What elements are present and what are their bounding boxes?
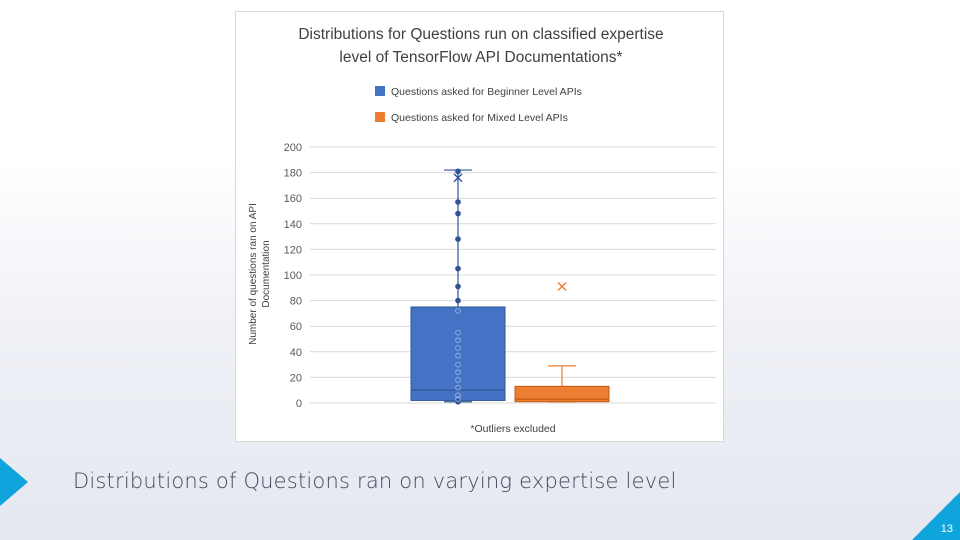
y-tick-label-140: 140: [284, 219, 302, 231]
data-point-0-2: [455, 392, 461, 399]
y-tick-label-160: 160: [284, 193, 302, 205]
y-axis-label-line-2: Documentation: [261, 240, 272, 307]
slide-caption: Distributions of Questions ran on varyin…: [73, 469, 677, 493]
data-point-0-14: [455, 265, 461, 272]
accent-triangle-corner: [912, 492, 960, 540]
data-point-0-6: [455, 361, 461, 368]
data-point-0-13: [455, 283, 461, 290]
gridlines: [310, 146, 716, 404]
legend-swatch-mixed: [375, 112, 385, 122]
accent-triangle-left: [0, 458, 28, 506]
chart-title-line-2: level of TensorFlow API Documentations*: [339, 49, 622, 66]
y-tick-label-100: 100: [284, 270, 302, 282]
boxes: [410, 168, 610, 405]
box-0: [410, 306, 506, 401]
legend: Questions asked for Beginner Level APIs …: [375, 86, 582, 124]
box-1: [514, 385, 610, 403]
y-tick-label-80: 80: [290, 296, 302, 308]
y-tick-label-40: 40: [290, 347, 302, 359]
data-point-0-18: [455, 168, 461, 175]
legend-swatch-beginner: [375, 86, 385, 96]
data-point-0-16: [455, 210, 461, 217]
mean-marker-b-0: [453, 173, 463, 183]
legend-label-mixed: Questions asked for Mixed Level APIs: [391, 112, 568, 124]
mean-marker-b-1: [557, 282, 567, 292]
data-point-0-5: [455, 369, 461, 376]
box-series-1: [514, 282, 610, 403]
data-point-0-9: [455, 337, 461, 344]
y-axis-label-line-1: Number of questions ran on API: [248, 203, 259, 345]
y-tick-label-20: 20: [290, 372, 302, 384]
data-point-0-10: [455, 329, 461, 336]
legend-label-beginner: Questions asked for Beginner Level APIs: [391, 86, 582, 98]
y-tick-label-180: 180: [284, 168, 302, 180]
y-tick-label-0: 0: [296, 398, 302, 410]
page-number: 13: [940, 523, 953, 535]
box-plot-chart: Distributions for Questions run on class…: [248, 26, 716, 435]
data-point-0-15: [455, 236, 461, 243]
data-point-0-11: [455, 307, 461, 314]
data-point-0-8: [455, 345, 461, 351]
data-point-0-3: [455, 384, 461, 391]
y-tick-label-120: 120: [284, 244, 302, 256]
y-tick-labels: 0 20 40 60 80 100 120 140 160 180 200: [284, 142, 302, 410]
chart-title-line-1: Distributions for Questions run on class…: [298, 26, 663, 43]
data-point-0-12: [455, 297, 461, 304]
data-point-0-7: [455, 352, 461, 359]
chart-footnote: *Outliers excluded: [470, 423, 555, 435]
y-tick-label-200: 200: [284, 142, 302, 154]
data-point-0-4: [455, 377, 461, 383]
chart-frame: Distributions for Questions run on class…: [235, 11, 724, 442]
y-tick-label-60: 60: [290, 321, 302, 333]
data-point-0-17: [455, 199, 461, 205]
data-point-0-1: [455, 396, 461, 403]
box-series-0: [410, 168, 506, 405]
